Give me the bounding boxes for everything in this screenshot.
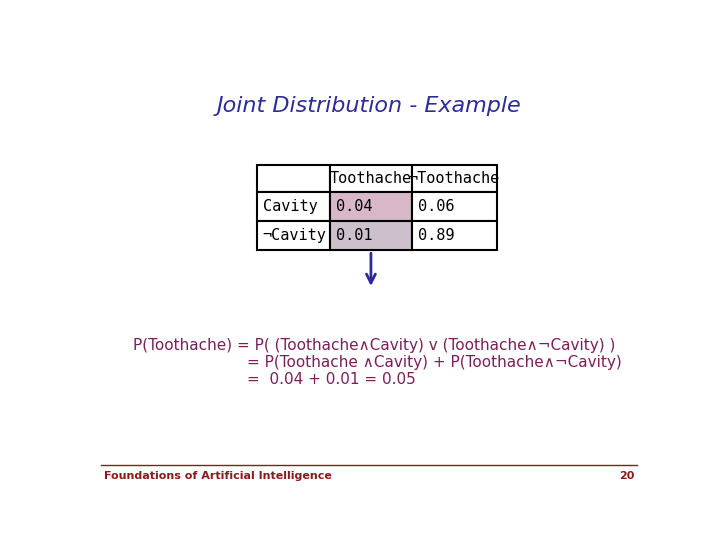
Text: = P(Toothache ∧Cavity) + P(Toothache∧¬Cavity): = P(Toothache ∧Cavity) + P(Toothache∧¬Ca… [248,355,622,370]
Text: Toothache: Toothache [330,171,412,186]
Bar [330,165,412,192]
Bar [412,221,497,251]
Text: 0.89: 0.89 [418,228,454,243]
Bar [256,221,330,251]
Bar [256,192,330,221]
Text: 0.06: 0.06 [418,199,454,214]
Text: ¬Toothache: ¬Toothache [409,171,500,186]
Text: 20: 20 [618,471,634,481]
Bar [330,192,412,221]
Text: ¬Cavity: ¬Cavity [263,228,327,243]
Text: Cavity: Cavity [263,199,318,214]
Text: Foundations of Artificial Intelligence: Foundations of Artificial Intelligence [104,471,332,481]
Text: 0.01: 0.01 [336,228,373,243]
Bar [330,221,412,251]
Bar [412,165,497,192]
Text: Joint Distribution - Example: Joint Distribution - Example [217,96,521,116]
Bar [256,165,330,192]
Text: =  0.04 + 0.01 = 0.05: = 0.04 + 0.01 = 0.05 [248,372,416,387]
Bar [412,192,497,221]
Text: P(Toothache) = P( (Toothache∧Cavity) v (Toothache∧¬Cavity) ): P(Toothache) = P( (Toothache∧Cavity) v (… [132,338,615,353]
Text: 0.04: 0.04 [336,199,373,214]
